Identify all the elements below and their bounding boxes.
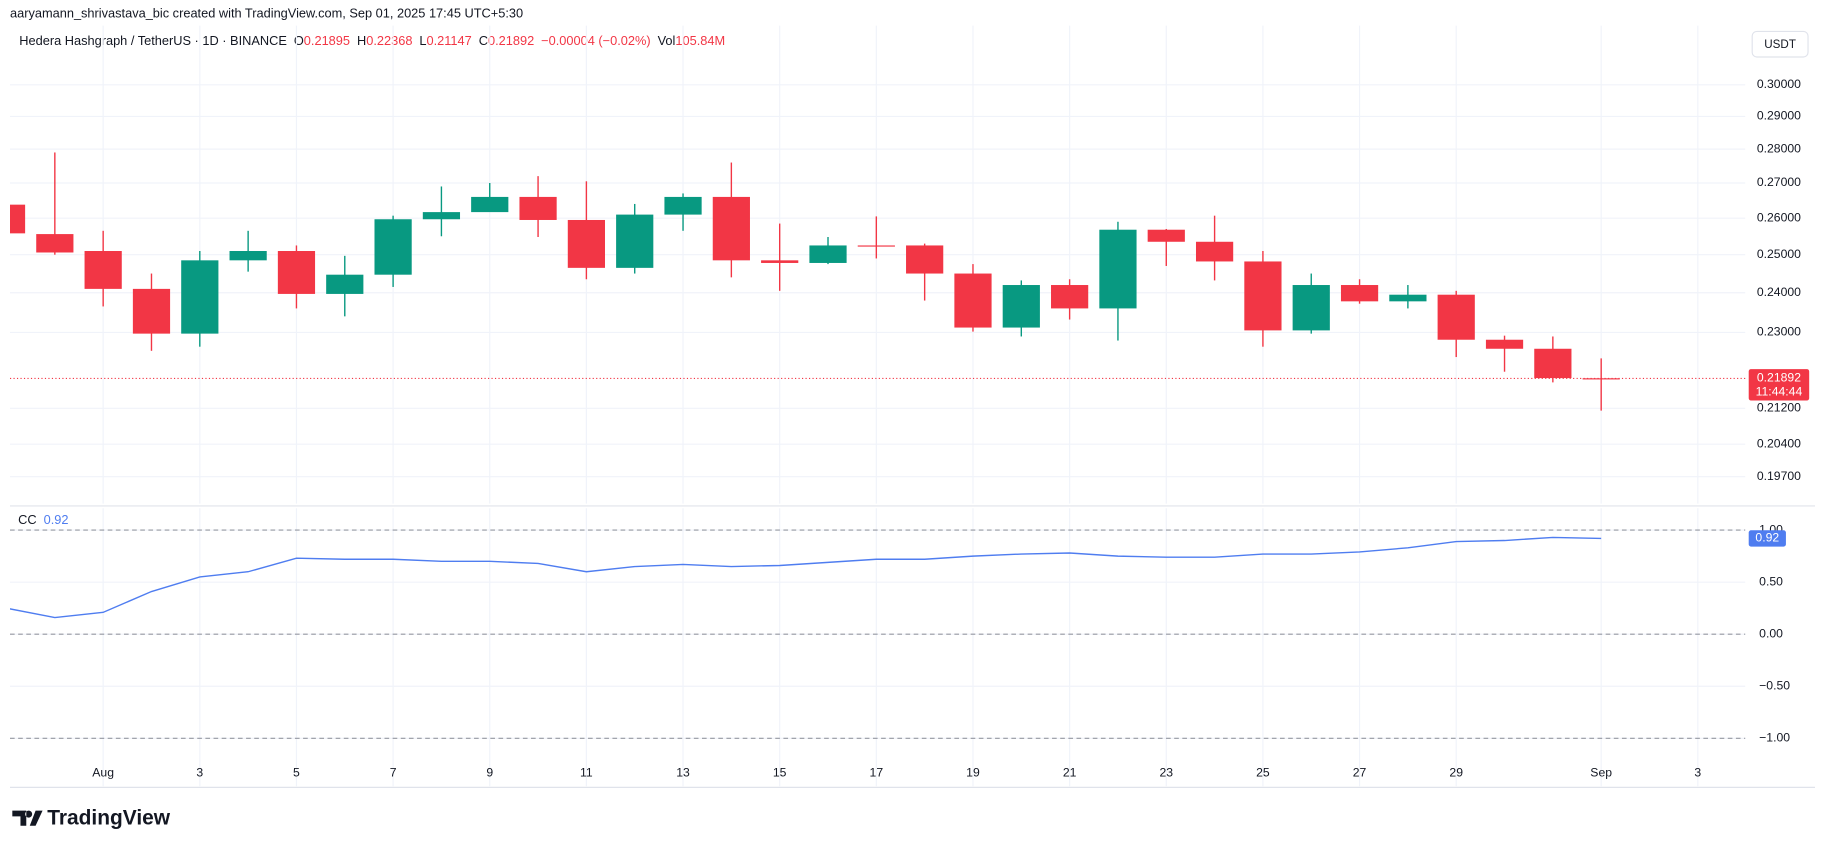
ohlc-key: L [419, 33, 426, 48]
candle-body [1244, 261, 1282, 331]
candle-body [664, 196, 702, 215]
candle-body [1051, 285, 1089, 309]
candle-body [1099, 229, 1137, 309]
y-tick-label: 0.00 [1759, 626, 1783, 640]
candle-body [1292, 285, 1330, 331]
candle-body [954, 273, 992, 328]
candle-body [229, 251, 267, 261]
y-tick-label: 0.19700 [1757, 469, 1801, 483]
candle-body [519, 196, 557, 220]
ohlc-key: C [479, 33, 488, 48]
x-tick-label: 29 [1449, 766, 1463, 780]
ohlc-value: 0.21892 [488, 33, 534, 48]
candle-body [809, 245, 847, 263]
indicator-value: 0.92 [44, 512, 69, 527]
y-tick-label: 0.20400 [1757, 436, 1801, 450]
change: −0.00004 (−0.02%) [541, 33, 650, 48]
volume-value: 105.84M [675, 33, 725, 48]
ohlc-key: O [294, 33, 304, 48]
x-tick-label: 5 [293, 766, 300, 780]
currency-button[interactable] [1751, 30, 1809, 58]
y-tick-label: 0.26000 [1757, 210, 1801, 224]
x-tick-label: 15 [773, 766, 787, 780]
indicator-legend: CC 0.92 [18, 512, 68, 527]
candle-body [857, 245, 895, 247]
y-tick-label: 0.23000 [1757, 325, 1801, 339]
x-tick-label: 25 [1256, 766, 1270, 780]
candle-body [761, 260, 799, 263]
candle-body [1437, 294, 1475, 340]
x-tick-label: 27 [1353, 766, 1367, 780]
brand: TradingView [47, 806, 171, 829]
last-price-tag [1748, 369, 1810, 401]
attribution: aaryamann_shrivastava_bic created with T… [10, 5, 523, 20]
y-tick-label: 0.21200 [1757, 401, 1801, 415]
indicator-name: CC [18, 512, 36, 527]
candle-body [616, 214, 654, 268]
y-tick-label: 0.25000 [1757, 247, 1801, 261]
countdown: 11:44:44 [1756, 385, 1803, 399]
candle-body [1195, 241, 1234, 262]
symbol: Hedera Hashgraph / TetherUS · 1D · BINAN… [19, 33, 287, 48]
y-tick-label: 0.24000 [1757, 285, 1801, 299]
candle-body [471, 196, 509, 213]
y-tick-label: 0.50 [1759, 574, 1783, 588]
last-price-label: 0.21892 [1757, 371, 1801, 385]
candle-body [1002, 285, 1040, 328]
ohlc-value: 0.21895 [304, 33, 350, 48]
candle-body [906, 245, 944, 274]
candle-body [712, 196, 750, 261]
y-tick-label: 0.27000 [1757, 175, 1801, 189]
x-tick-label: 21 [1063, 766, 1077, 780]
candle-body [277, 251, 316, 294]
x-tick-label: 3 [196, 766, 203, 780]
volume-key: Vol [658, 33, 676, 48]
symbol-legend: Hedera Hashgraph / TetherUS · 1D · BINAN… [19, 33, 725, 48]
indicator-value-tag [1748, 530, 1786, 547]
x-tick-label: 17 [870, 766, 884, 780]
candle-body [1340, 285, 1379, 302]
x-tick-label: 23 [1159, 766, 1173, 780]
candle-body [84, 251, 122, 289]
x-tick-label: 11 [580, 766, 593, 780]
ohlc-value: 0.22368 [366, 33, 412, 48]
candle-body [567, 219, 605, 268]
brand-logo [12, 810, 43, 826]
candle-body [10, 204, 26, 234]
candle-body [132, 288, 171, 334]
x-tick-label: 13 [676, 766, 690, 780]
indicator-line [10, 536, 1602, 619]
candle-body [1147, 229, 1185, 242]
candle-body [374, 219, 412, 275]
candle-body [181, 260, 219, 334]
candle-body [1485, 339, 1524, 349]
x-tick-label: 7 [390, 766, 397, 780]
candle-body [1389, 294, 1427, 302]
candle-body [36, 234, 74, 253]
candle-body [326, 274, 364, 294]
y-tick-label: 0.30000 [1757, 77, 1801, 91]
x-tick-label: Sep [1590, 766, 1612, 780]
indicator-value-label: 0.92 [1755, 531, 1779, 545]
x-tick-label: Aug [92, 766, 114, 780]
y-tick-label: 0.28000 [1757, 141, 1801, 155]
x-tick-label: 3 [1694, 766, 1701, 780]
ohlc-key: H [357, 33, 366, 48]
price-pane [10, 152, 1620, 411]
x-tick-label: 19 [966, 766, 980, 780]
x-tick-label: 9 [486, 766, 493, 780]
candle-body [1534, 348, 1572, 379]
y-tick-label: 0.29000 [1757, 109, 1801, 123]
y-tick-label: −0.50 [1759, 678, 1790, 692]
currency-label: USDT [1764, 38, 1796, 51]
candle-body [422, 212, 461, 220]
y-tick-label: −1.00 [1759, 731, 1790, 745]
indicator-pane [10, 536, 1602, 619]
ohlc-value: 0.21147 [427, 33, 472, 48]
